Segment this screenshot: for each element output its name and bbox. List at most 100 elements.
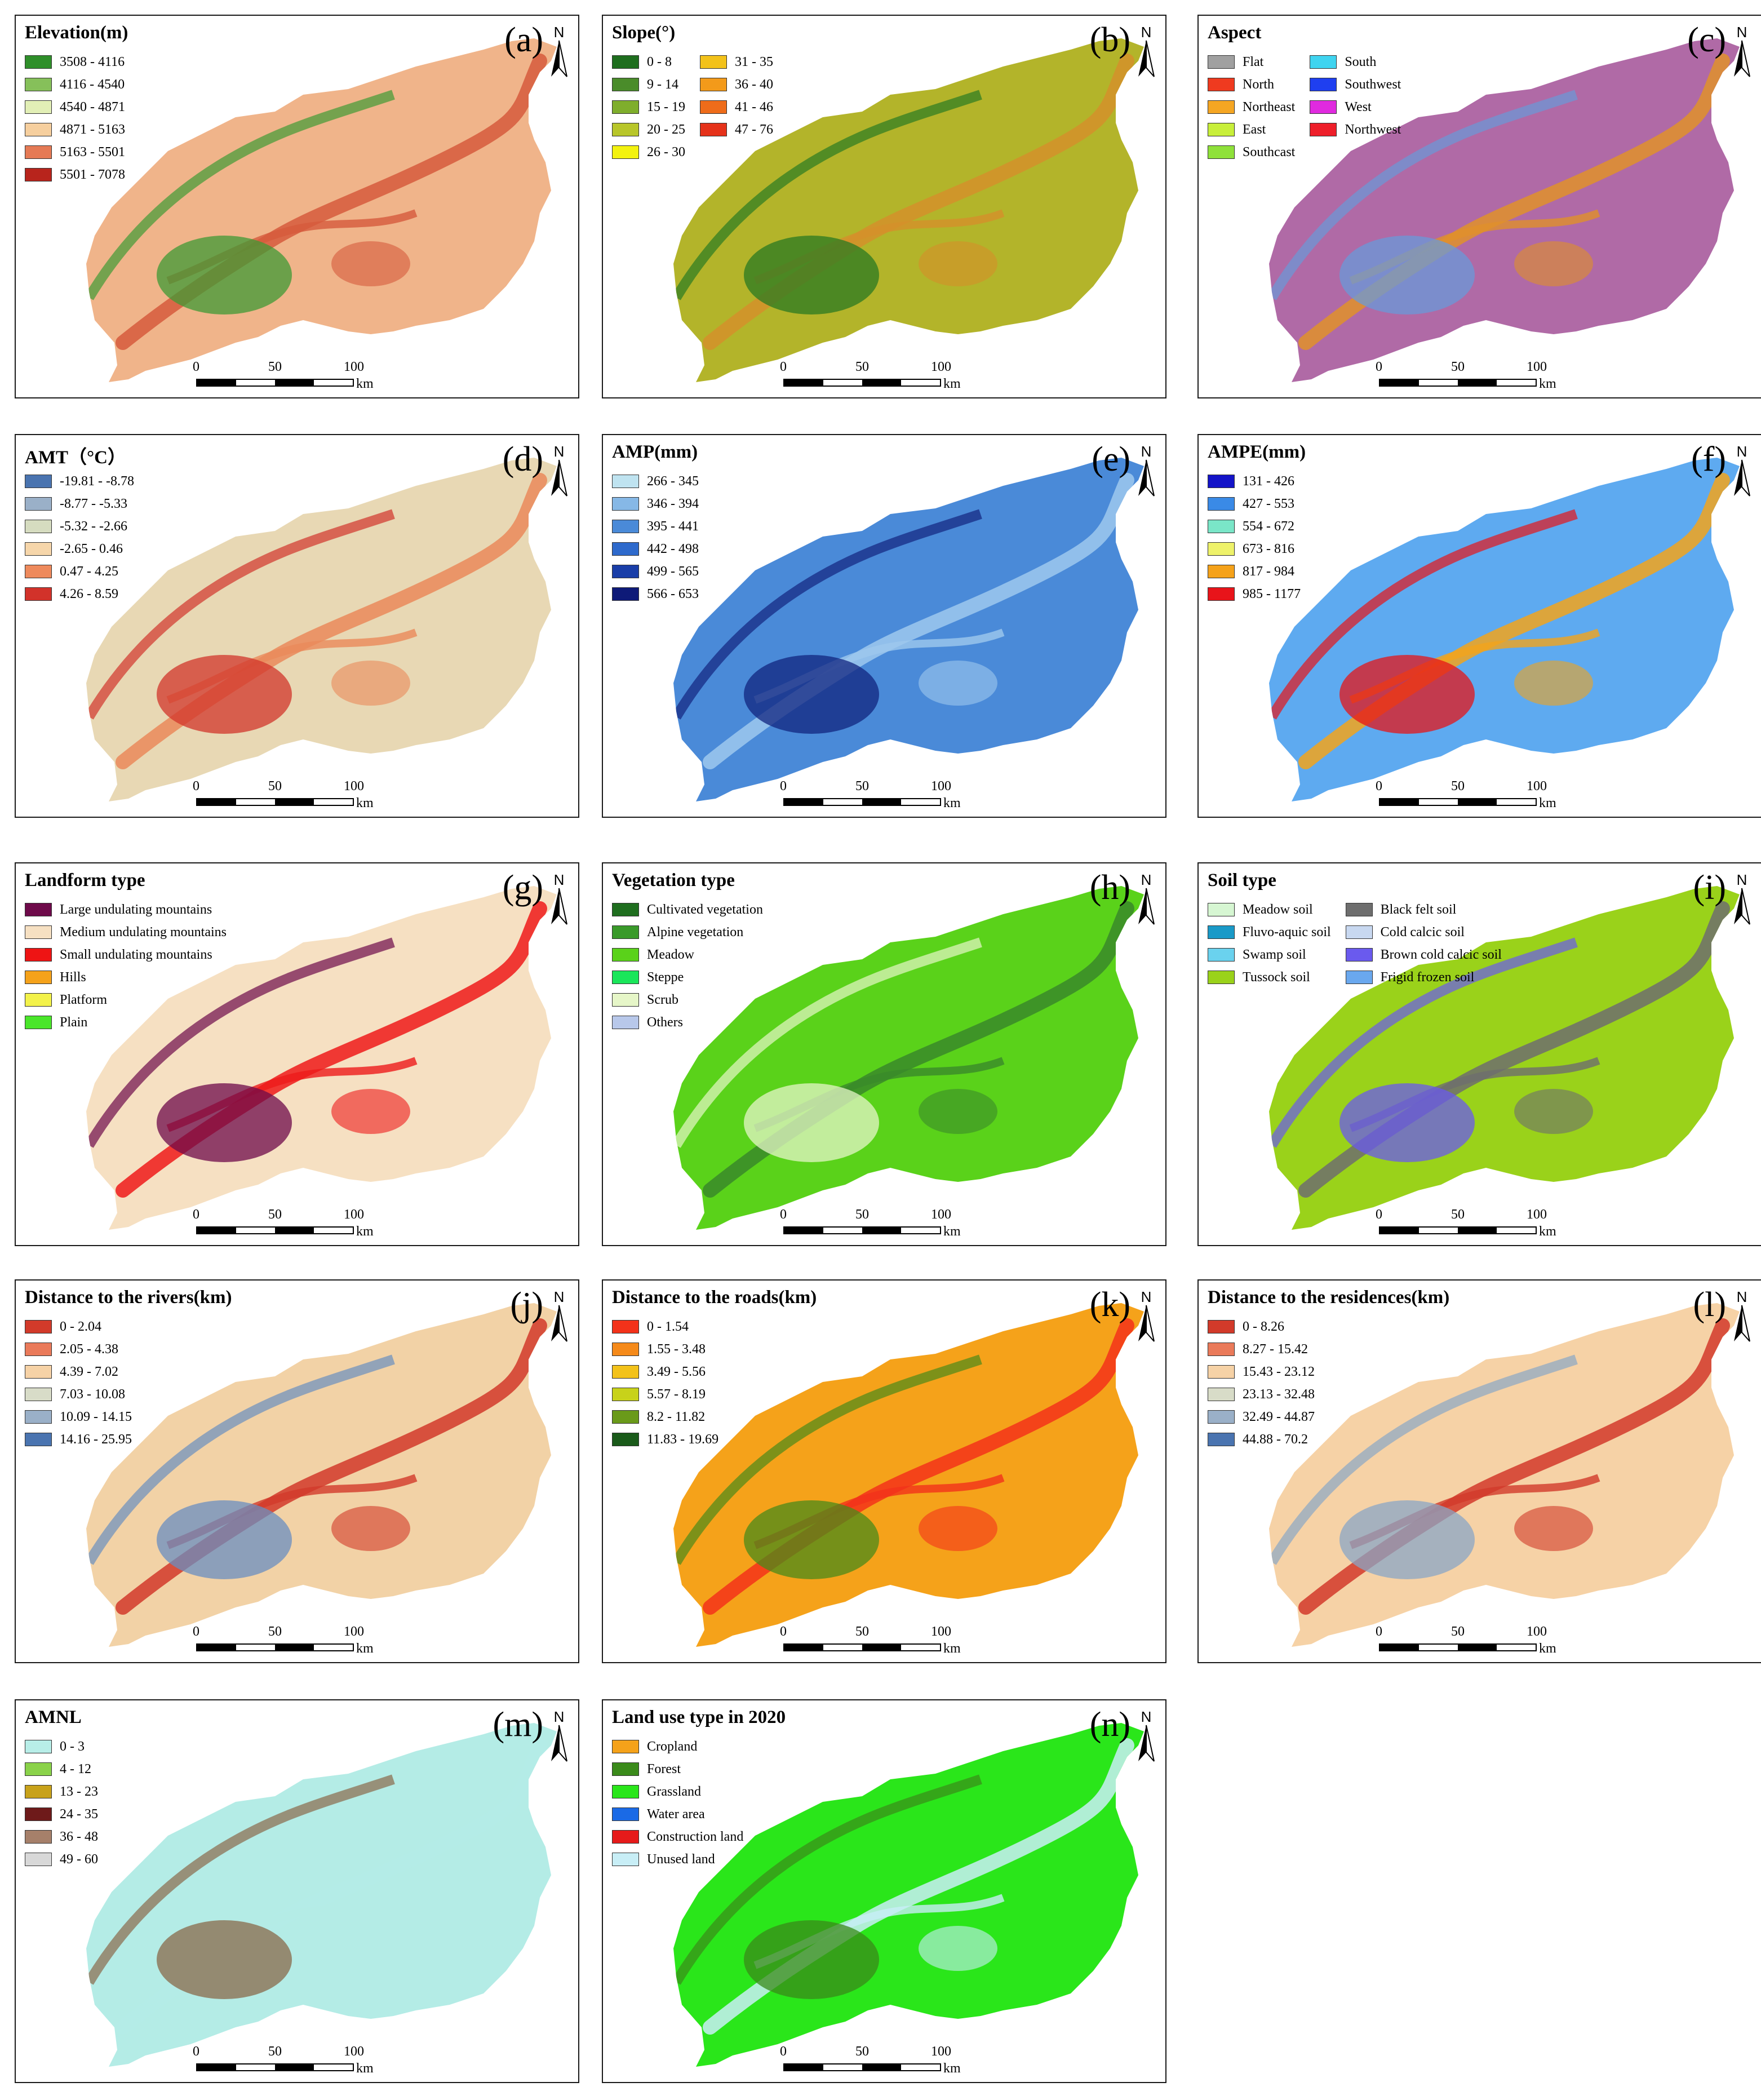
legend-label: Medium undulating mountains <box>60 925 227 940</box>
scale-tick: 50 <box>855 2044 869 2059</box>
legend: Meadow soil Fluvo-aquic soil Swamp soil Tus… <box>1208 898 1502 989</box>
panel-f: AMPE(mm) 131 - 426 427 - 553 554 - 672 673 -… <box>1197 434 1761 818</box>
legend-label: Small undulating mountains <box>60 947 212 962</box>
legend-item: 0 - 8 <box>612 51 685 73</box>
svg-text:N: N <box>554 1708 565 1725</box>
legend-swatch <box>25 1343 52 1356</box>
legend-label: 13 - 23 <box>60 1784 98 1799</box>
scale-tick: 50 <box>1451 360 1465 374</box>
legend-label: Swamp soil <box>1243 947 1306 962</box>
legend-label: 15.43 - 23.12 <box>1243 1364 1315 1379</box>
legend-label: 36 - 48 <box>60 1829 98 1844</box>
legend-label: 499 - 565 <box>647 564 699 579</box>
legend: Cultivated vegetation Alpine vegetation Me… <box>612 898 763 1034</box>
legend-label: 10.09 - 14.15 <box>60 1410 132 1424</box>
legend-label: 0 - 1.54 <box>647 1319 689 1334</box>
legend-item: 8.27 - 15.42 <box>1208 1338 1315 1361</box>
legend-swatch <box>25 145 52 159</box>
north-arrow-icon: N <box>1734 871 1750 925</box>
legend-swatch <box>25 542 52 556</box>
legend-item: Flat <box>1208 51 1295 73</box>
scale-tick: 0 <box>193 1624 199 1639</box>
svg-text:N: N <box>1737 871 1747 888</box>
legend-label: 20 - 25 <box>647 122 685 137</box>
legend-label: Southwest <box>1345 77 1401 92</box>
map-e <box>673 458 1144 801</box>
scale-tick: 50 <box>1451 1624 1465 1639</box>
legend-item: 5163 - 5501 <box>25 141 125 163</box>
legend-label: Northeast <box>1243 100 1296 114</box>
panel-a: Elevation(m) 3508 - 4116 4116 - 4540 4540 -… <box>15 15 579 398</box>
legend-label: 985 - 1177 <box>1243 587 1301 601</box>
legend-item: 5501 - 7078 <box>25 163 125 186</box>
scale-unit: km <box>356 1641 374 1656</box>
legend-label: Others <box>647 1015 683 1030</box>
scale-tick: 0 <box>1376 360 1382 374</box>
legend-label: 5163 - 5501 <box>60 145 125 160</box>
legend-swatch <box>25 1807 52 1821</box>
scale-tick: 100 <box>344 1207 364 1222</box>
legend-swatch <box>700 100 727 114</box>
scale-bar: 0 50 100 km <box>780 360 986 393</box>
legend-item: 673 - 816 <box>1208 538 1301 560</box>
legend-label: 23.13 - 32.48 <box>1243 1387 1315 1402</box>
legend-label: 15 - 19 <box>647 100 685 114</box>
panel-label: (m) <box>493 1705 543 1744</box>
legend-swatch <box>25 1830 52 1844</box>
scale-bar: 0 50 100 km <box>1376 1207 1582 1241</box>
legend-label: 0 - 3 <box>60 1739 85 1754</box>
svg-text:N: N <box>1737 1288 1747 1305</box>
legend-swatch <box>612 971 639 984</box>
scale-tick: 50 <box>855 1207 869 1222</box>
legend-item: 0 - 3 <box>25 1735 98 1758</box>
legend-item: 0.47 - 4.25 <box>25 560 134 583</box>
legend-item: Fluvo-aquic soil <box>1208 921 1331 943</box>
legend-label: 566 - 653 <box>647 587 699 601</box>
legend-swatch <box>25 1410 52 1424</box>
panel-c: Aspect Flat North Northeast East Southcast Sou… <box>1197 15 1761 398</box>
legend-label: 31 - 35 <box>735 55 773 69</box>
scale-tick: 0 <box>1376 1624 1382 1639</box>
north-arrow-icon: N <box>1734 24 1750 77</box>
legend-swatch <box>25 100 52 114</box>
scale-bar: 0 50 100 km <box>193 1207 399 1241</box>
legend-item: 31 - 35 <box>700 51 773 73</box>
legend-swatch <box>25 948 52 962</box>
legend-item: East <box>1208 118 1295 141</box>
legend-label: -19.81 - -8.78 <box>60 474 134 489</box>
legend-item: 131 - 426 <box>1208 470 1301 493</box>
legend-label: South <box>1345 55 1377 69</box>
legend-item: 4871 - 5163 <box>25 118 125 141</box>
legend-swatch <box>612 1365 639 1379</box>
legend-label: Brown cold calcic soil <box>1380 947 1502 962</box>
legend-swatch <box>1208 100 1235 114</box>
panel-label: (n) <box>1089 1705 1130 1744</box>
legend-item: 20 - 25 <box>612 118 685 141</box>
panel-title: Slope(°) <box>612 23 676 43</box>
legend-label: Water area <box>647 1807 705 1822</box>
legend-swatch <box>612 78 639 91</box>
legend-swatch <box>612 1016 639 1029</box>
legend-item: 4.26 - 8.59 <box>25 583 134 605</box>
panel-title: Distance to the residences(km) <box>1208 1287 1450 1308</box>
scale-unit: km <box>943 1224 961 1239</box>
map-a <box>86 38 557 382</box>
legend-swatch <box>25 1853 52 1866</box>
scale-tick: 100 <box>344 2044 364 2059</box>
scale-bar: 0 50 100 km <box>780 779 986 813</box>
panel-l: Distance to the residences(km) 0 - 8.26 8.… <box>1197 1279 1761 1663</box>
legend-swatch <box>1310 78 1337 91</box>
map-m <box>86 1723 557 2067</box>
legend-swatch <box>612 145 639 159</box>
legend-swatch <box>612 1410 639 1424</box>
legend-item: Black felt soil <box>1345 898 1502 921</box>
legend-item: Alpine vegetation <box>612 921 763 943</box>
legend: Cropland Forest Grassland Water area Constru… <box>612 1735 743 1871</box>
map-h <box>673 886 1144 1230</box>
legend-item: 817 - 984 <box>1208 560 1301 583</box>
legend-item: 3.49 - 5.56 <box>612 1361 718 1383</box>
scale-tick: 100 <box>931 360 951 374</box>
legend-item: -5.32 - -2.66 <box>25 515 134 538</box>
north-arrow-icon: N <box>1734 1288 1750 1342</box>
scale-tick: 100 <box>931 779 951 794</box>
